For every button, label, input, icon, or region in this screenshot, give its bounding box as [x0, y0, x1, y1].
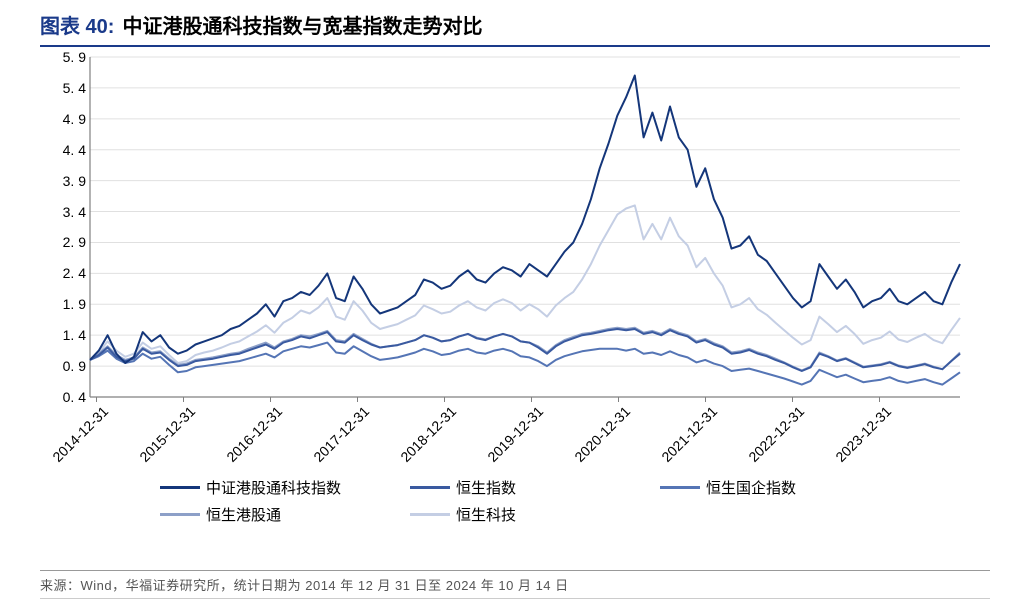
x-tick-mark	[792, 397, 793, 402]
line-chart-svg	[90, 57, 960, 397]
x-tick-mark	[96, 397, 97, 402]
x-tick-mark	[618, 397, 619, 402]
x-tick-mark	[444, 397, 445, 402]
legend-swatch	[410, 486, 450, 489]
legend-label: 恒生指数	[456, 477, 516, 498]
y-tick-label: 1. 4	[63, 327, 86, 343]
x-tick-label: 2019-12-31	[484, 403, 546, 465]
legend-swatch	[660, 486, 700, 489]
x-tick-label: 2014-12-31	[49, 403, 111, 465]
x-tick-label: 2020-12-31	[571, 403, 633, 465]
y-tick-label: 0. 4	[63, 389, 86, 405]
x-axis: 2014-12-312015-12-312016-12-312017-12-31…	[90, 397, 960, 477]
x-tick-label: 2022-12-31	[745, 403, 807, 465]
x-tick-mark	[531, 397, 532, 402]
y-tick-label: 4. 9	[63, 111, 86, 127]
x-tick-label: 2023-12-31	[832, 403, 894, 465]
x-tick-mark	[183, 397, 184, 402]
x-tick-label: 2018-12-31	[397, 403, 459, 465]
y-tick-label: 3. 4	[63, 204, 86, 220]
legend-label: 恒生港股通	[206, 504, 281, 525]
x-tick-mark	[705, 397, 706, 402]
y-tick-label: 1. 9	[63, 296, 86, 312]
y-tick-label: 5. 9	[63, 49, 86, 65]
x-tick-mark	[357, 397, 358, 402]
y-tick-label: 4. 4	[63, 142, 86, 158]
legend: 中证港股通科技指数 恒生指数 恒生国企指数恒生港股通 恒生科技	[160, 477, 940, 525]
legend-label: 恒生国企指数	[706, 477, 796, 498]
x-tick-mark	[879, 397, 880, 402]
x-tick-label: 2017-12-31	[310, 403, 372, 465]
plot-area	[90, 57, 960, 397]
chart-area: 0. 4 0. 9 1. 4 1. 9 2. 4 2. 9 3. 4 3. 9 4. 4 4. 9…	[40, 57, 990, 517]
legend-label: 中证港股通科技指数	[206, 477, 341, 498]
y-tick-label: 3. 9	[63, 173, 86, 189]
y-tick-label: 5. 4	[63, 80, 86, 96]
y-tick-label: 0. 9	[63, 358, 86, 374]
series-line	[90, 205, 960, 363]
y-tick-label: 2. 9	[63, 234, 86, 250]
legend-item: 恒生科技	[410, 504, 610, 525]
source-note: 来源：Wind，华福证券研究所，统计日期为 2014 年 12 月 31 日至 …	[40, 570, 990, 599]
legend-swatch	[160, 513, 200, 516]
x-tick-mark	[270, 397, 271, 402]
legend-swatch	[160, 486, 200, 489]
y-tick-label: 2. 4	[63, 265, 86, 281]
chart-title-row: 图表 40: 中证港股通科技指数与宽基指数走势对比	[40, 10, 990, 47]
x-tick-label: 2015-12-31	[136, 403, 198, 465]
x-tick-label: 2021-12-31	[658, 403, 720, 465]
legend-label: 恒生科技	[456, 504, 516, 525]
legend-swatch	[410, 513, 450, 516]
legend-item: 中证港股通科技指数	[160, 477, 360, 498]
chart-title-prefix: 图表 40:	[40, 10, 114, 39]
legend-item: 恒生港股通	[160, 504, 360, 525]
legend-item: 恒生国企指数	[660, 477, 860, 498]
legend-item: 恒生指数	[410, 477, 610, 498]
y-axis: 0. 40. 91. 41. 92. 42. 93. 43. 94. 44. 9…	[40, 57, 90, 397]
x-tick-label: 2016-12-31	[223, 403, 285, 465]
chart-title: 中证港股通科技指数与宽基指数走势对比	[122, 10, 482, 39]
